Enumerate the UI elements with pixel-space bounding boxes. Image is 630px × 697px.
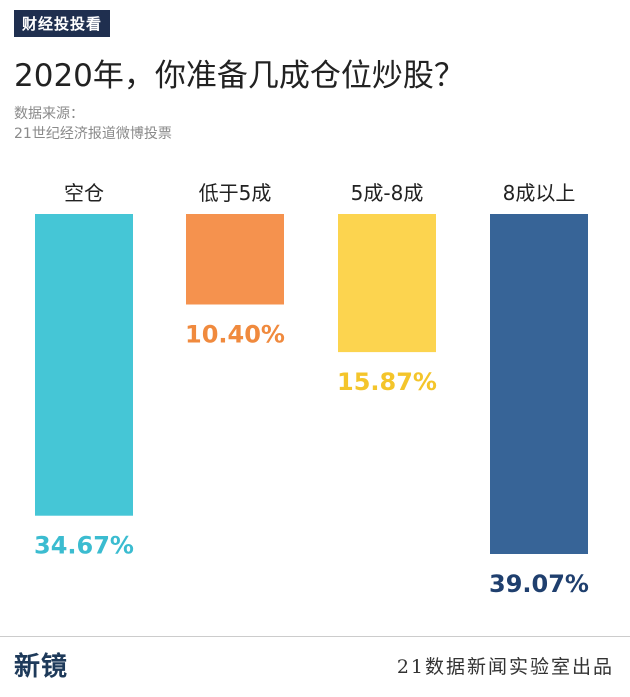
source-name: 21世纪经济报道微博投票	[14, 126, 172, 142]
footer-credit: 21数据新闻实验室出品	[396, 656, 614, 678]
data-source: 数据来源： 21世纪经济报道微博投票	[14, 104, 172, 144]
category-label: 5成-8成	[351, 181, 424, 205]
category-label: 8成以上	[503, 181, 576, 205]
footer-divider	[0, 636, 630, 637]
value-label: 10.40%	[185, 321, 285, 349]
brand-logo: 新镜	[14, 652, 69, 682]
bar-chart: 空仓 34.67% 低于5成 10.40% 5成-8成 15.87% 8成以上 39.07%	[34, 181, 589, 598]
chart-title: 2020年，你准备几成仓位炒股？	[14, 58, 465, 94]
source-label: 数据来源：	[14, 106, 84, 122]
category-label: 空仓	[64, 181, 104, 205]
value-label: 34.67%	[34, 532, 134, 560]
section-tag: 财经投投看	[14, 10, 111, 37]
category-label: 低于5成	[199, 181, 272, 205]
value-label: 15.87%	[337, 368, 437, 396]
bar	[35, 214, 133, 516]
bar	[338, 214, 436, 353]
bar	[186, 214, 284, 305]
bar	[490, 214, 588, 554]
value-label: 39.07%	[489, 570, 589, 598]
